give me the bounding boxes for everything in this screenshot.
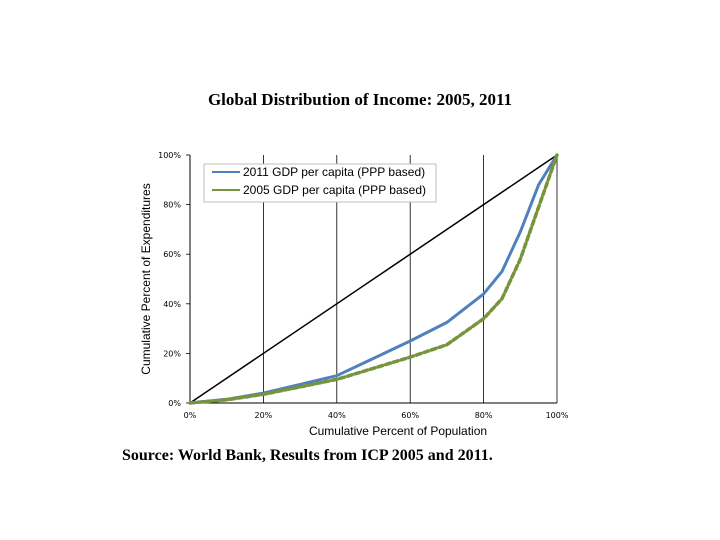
slide-title: Global Distribution of Income: 2005, 201… (207, 90, 513, 109)
x-tick-label: 60% (401, 411, 419, 420)
x-tick-label: 0% (184, 411, 197, 420)
y-axis-title: Cumulative Percent of Expenditures (139, 183, 153, 374)
legend-label-2005: 2005 GDP per capita (PPP based) (243, 183, 426, 197)
series-line-2005 (188, 153, 559, 405)
gridlines (262, 155, 558, 403)
equality-line (189, 154, 558, 404)
y-tick-label: 80% (163, 201, 181, 210)
source-note: Source: World Bank, Results from ICP 200… (122, 447, 493, 464)
x-axis-title: Cumulative Percent of Population (309, 424, 487, 438)
legend: 2011 GDP per capita (PPP based) 2005 GDP… (203, 163, 437, 203)
y-tick-label: 60% (163, 250, 181, 259)
y-tick-label: 0% (168, 399, 181, 408)
legend-label-2011: 2011 GDP per capita (PPP based) (243, 165, 425, 179)
legend-box (203, 163, 437, 203)
x-tick-label: 20% (255, 411, 273, 420)
axes (186, 154, 557, 404)
y-tick-label: 100% (158, 151, 181, 160)
x-tick-label: 100% (546, 411, 569, 420)
series-lines (188, 153, 559, 405)
tick-labels: 0% 20% 40% 60% 80% 100% 0% 20% 40% 60% 80% 100% (158, 151, 569, 420)
x-tick-label: 40% (328, 411, 346, 420)
y-tick-label: 20% (163, 349, 181, 358)
x-tick-label: 80% (475, 411, 493, 420)
y-tick-label: 40% (163, 300, 181, 309)
